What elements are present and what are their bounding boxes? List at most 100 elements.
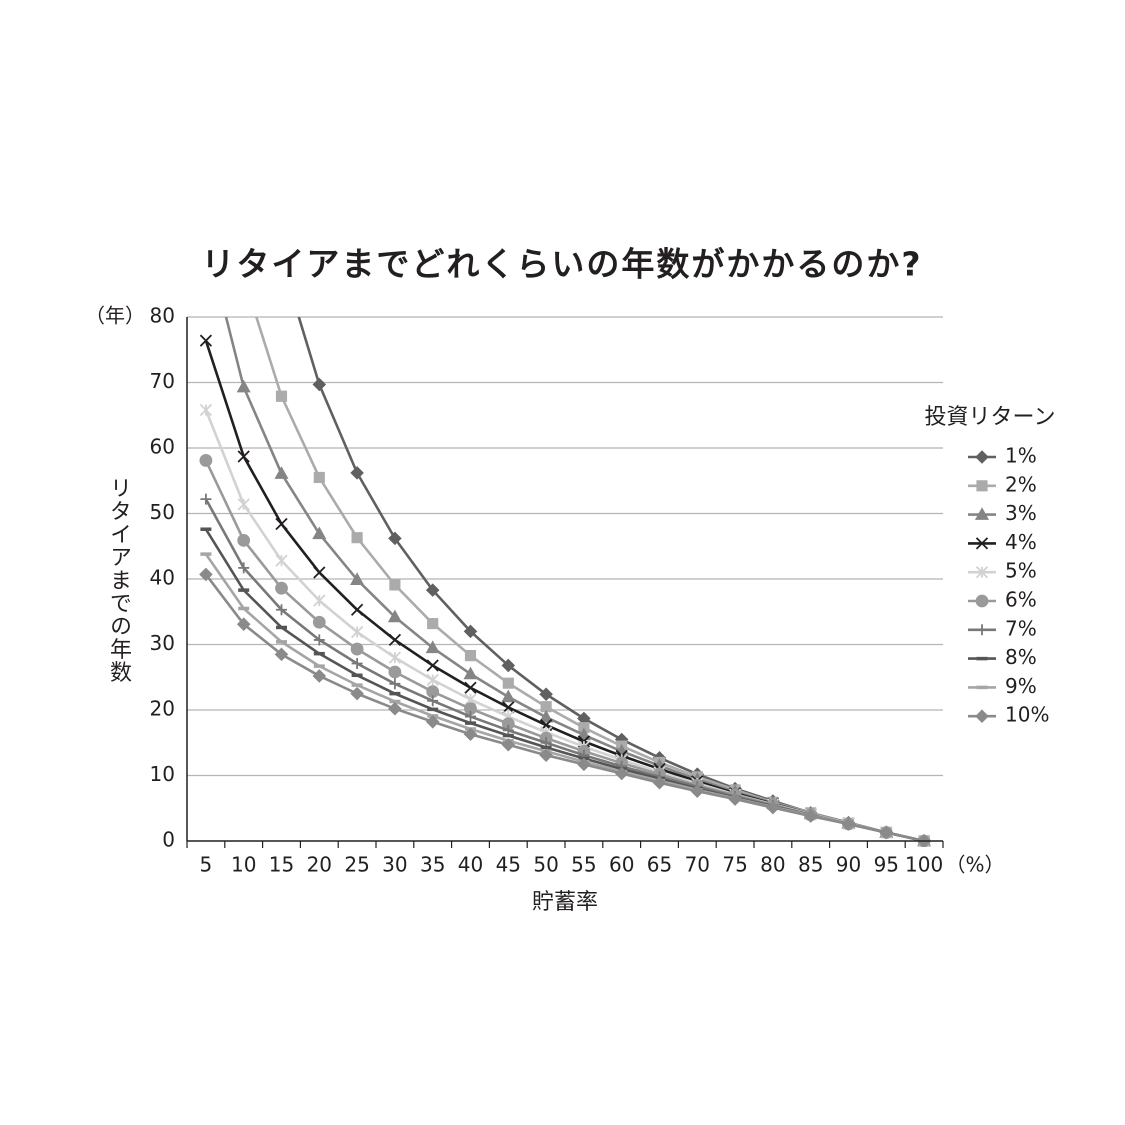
series-line	[204, 528, 925, 843]
data-point	[463, 727, 478, 742]
data-point	[690, 784, 705, 798]
data-point	[350, 572, 365, 585]
data-point	[464, 650, 477, 662]
legend-marker	[975, 450, 989, 464]
data-point	[426, 673, 439, 687]
y-tick-label: 60	[150, 435, 175, 459]
data-point	[350, 686, 364, 701]
x-tick-label: 95	[874, 853, 899, 877]
data-point	[427, 695, 439, 707]
legend-label: 2%	[1005, 472, 1037, 496]
data-point	[425, 640, 440, 654]
data-point	[275, 517, 288, 531]
data-point	[389, 678, 401, 690]
legend-marker	[975, 537, 989, 550]
y-tick-label: 70	[150, 369, 175, 393]
data-point	[463, 666, 478, 680]
x-tick-label: 85	[798, 853, 823, 877]
data-point	[766, 800, 780, 815]
data-point	[274, 647, 289, 662]
series-line	[297, 317, 925, 843]
x-tick-label: 25	[344, 853, 369, 877]
data-point	[387, 609, 402, 623]
data-point	[539, 748, 553, 762]
grid	[187, 316, 943, 777]
data-point	[728, 792, 742, 806]
data-point	[313, 634, 325, 646]
data-point	[313, 594, 326, 607]
x-tick-label: 65	[647, 853, 672, 877]
y-tick-label: 10	[150, 762, 175, 786]
data-point	[201, 58, 210, 67]
y-tick-label: 20	[150, 697, 175, 721]
data-point	[501, 658, 516, 673]
data-point	[388, 651, 402, 664]
data-point	[501, 689, 516, 703]
data-point	[539, 687, 553, 702]
legend-title: 投資リターン	[925, 405, 1056, 430]
data-point	[426, 685, 440, 698]
data-point	[465, 711, 476, 723]
series-line	[204, 340, 925, 843]
data-point	[389, 579, 401, 591]
data-point	[464, 681, 477, 694]
data-point	[501, 737, 516, 752]
y-tick-label: 50	[150, 500, 175, 524]
data-point	[313, 471, 325, 484]
legend-marker	[975, 709, 989, 723]
x-tick-label: 35	[420, 853, 445, 877]
data-point	[199, 454, 213, 467]
legend-marker	[976, 624, 988, 636]
series-line	[204, 573, 925, 843]
data-point	[274, 466, 289, 479]
data-point	[238, 59, 249, 70]
data-point	[351, 532, 363, 544]
plot-area	[199, 58, 932, 847]
legend-label: 7%	[1005, 616, 1037, 640]
chart-title: リタイアまでどれくらいの年数がかかるのか?	[201, 245, 922, 284]
legend-marker	[975, 566, 989, 579]
data-point	[502, 677, 514, 689]
x-tick-label: 5	[200, 853, 213, 877]
data-point	[426, 659, 439, 672]
data-point	[275, 390, 288, 402]
data-point	[841, 817, 856, 831]
legend-label: 1%	[1005, 444, 1037, 468]
data-point	[388, 531, 402, 546]
data-point	[425, 583, 440, 597]
x-unit: （%）	[945, 853, 1004, 877]
legend-label: 5%	[1005, 559, 1037, 583]
axes: 0 10 20 30 40 50 60 70 80 5 10 15 20 25 30 35 40 45 50 55 60…	[150, 304, 1050, 877]
y-axis-title: リタイアまでの年数	[106, 477, 132, 684]
y-tick-label: 0	[162, 828, 175, 852]
x-tick-label: 30	[382, 853, 407, 877]
y-unit: （年）	[85, 304, 145, 328]
data-point	[200, 493, 212, 505]
legend-label: 4%	[1005, 530, 1037, 554]
data-point	[463, 624, 478, 639]
data-point	[236, 379, 251, 393]
legend-marker	[976, 480, 988, 492]
series-line	[204, 409, 925, 843]
data-point	[199, 403, 213, 417]
data-point	[350, 603, 364, 616]
data-point	[199, 567, 213, 582]
data-point	[350, 466, 364, 480]
legend-marker	[975, 594, 989, 608]
data-point	[614, 766, 629, 781]
data-point	[312, 615, 326, 629]
x-tick-label: 80	[760, 853, 785, 877]
data-point	[312, 526, 327, 540]
legend-marker	[974, 507, 990, 520]
x-tick-label: 60	[609, 853, 634, 877]
data-point	[237, 534, 251, 547]
data-point	[540, 701, 552, 713]
x-tick-label: 20	[307, 853, 332, 877]
y-tick-label: 30	[150, 631, 175, 655]
data-point	[200, 232, 211, 242]
x-tick-label: 45	[496, 853, 521, 877]
data-point	[388, 633, 402, 647]
x-tick-label: 50	[533, 853, 558, 877]
y-tick-label: 40	[150, 566, 175, 590]
